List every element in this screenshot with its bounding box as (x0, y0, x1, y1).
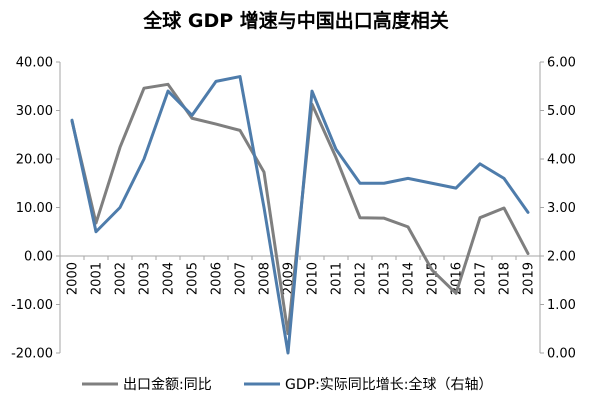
right-tick-label: 6.00 (547, 56, 576, 71)
category-label: 2003 (138, 262, 153, 295)
category-label: 2013 (378, 262, 393, 295)
category-label: 2015 (426, 262, 441, 295)
category-label: 2008 (258, 262, 273, 295)
legend-label-export: 出口金额:同比 (123, 377, 212, 393)
right-axis-ticks: 0.00 1.00 2.00 3.00 4.00 5.00 6.00 (540, 56, 576, 362)
series-line-gdp (70, 75, 530, 355)
left-tick-label: 20.00 (16, 153, 53, 168)
series-layer (70, 75, 530, 355)
left-tick-label: -10.00 (11, 298, 53, 313)
category-label: 2007 (234, 262, 249, 295)
category-label: 2017 (474, 262, 489, 295)
category-ticks: 2000 2001 2002 2003 2004 2005 2006 2007 2008 2009… (59, 256, 541, 295)
category-label: 2011 (330, 262, 345, 295)
legend: 出口金额:同比 GDP:实际同比增长:全球（右轴） (82, 376, 493, 393)
right-tick-label: 5.00 (547, 104, 576, 119)
left-axis-ticks: -20.00 -10.00 0.00 10.00 20.00 30.00 40.00 (11, 56, 60, 362)
category-label: 2004 (162, 262, 177, 295)
right-tick-label: 2.00 (547, 250, 576, 265)
right-tick-label: 3.00 (547, 201, 576, 216)
category-label: 2019 (522, 262, 537, 295)
category-label: 2006 (210, 262, 225, 295)
right-tick-label: 4.00 (547, 153, 576, 168)
left-tick-label: 40.00 (16, 56, 53, 71)
category-label: 2012 (354, 262, 369, 295)
right-tick-label: 0.00 (547, 347, 576, 362)
left-tick-label: -20.00 (11, 347, 53, 362)
chart-title: 全球 GDP 增速与中国出口高度相关 (142, 9, 449, 32)
category-label: 2018 (498, 262, 513, 295)
right-tick-label: 1.00 (547, 298, 576, 313)
category-label: 2000 (66, 262, 81, 295)
category-label: 2002 (114, 262, 129, 295)
left-tick-label: 10.00 (16, 201, 53, 216)
category-label: 2005 (186, 262, 201, 295)
category-label: 2010 (306, 262, 321, 295)
category-label: 2014 (402, 262, 417, 295)
category-label: 2016 (450, 262, 465, 295)
legend-label-gdp: GDP:实际同比增长:全球（右轴） (285, 376, 493, 393)
category-label: 2001 (90, 262, 105, 295)
left-tick-label: 0.00 (24, 250, 53, 265)
left-tick-label: 30.00 (16, 104, 53, 119)
